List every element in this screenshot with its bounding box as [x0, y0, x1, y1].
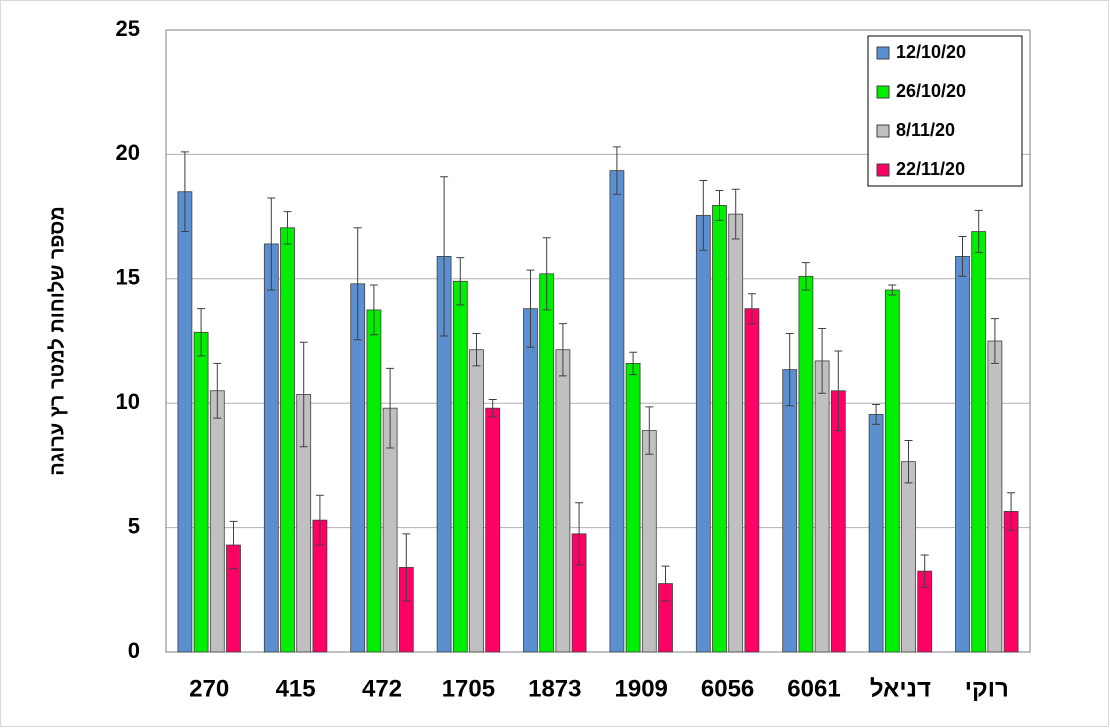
error-bar	[920, 554, 929, 588]
error-bar	[299, 341, 308, 448]
error-bar	[661, 565, 670, 602]
bar	[609, 170, 625, 653]
legend-swatch	[876, 163, 890, 177]
y-tick-label: 20	[116, 140, 140, 165]
error-bar	[180, 151, 189, 233]
error-bar	[834, 350, 843, 432]
y-tick-label: 0	[128, 638, 140, 663]
error-bar	[386, 367, 395, 449]
error-bar	[440, 176, 449, 337]
bar	[366, 309, 382, 653]
error-bar	[315, 494, 324, 546]
y-tick-label: 10	[116, 389, 140, 414]
error-bar	[990, 318, 999, 364]
error-bar	[472, 333, 481, 367]
error-bar	[645, 406, 654, 455]
x-tick-label: 415	[276, 675, 316, 702]
y-tick-label: 5	[128, 513, 140, 538]
bar	[798, 275, 814, 653]
error-bar	[699, 180, 708, 251]
error-bar	[575, 502, 584, 566]
error-bar	[369, 284, 378, 336]
legend-swatch	[876, 124, 890, 138]
error-bar	[267, 197, 276, 291]
bar	[814, 360, 830, 653]
y-tick-label: 25	[116, 16, 140, 41]
bar	[469, 349, 484, 653]
bar	[987, 340, 1003, 653]
bar	[884, 289, 900, 653]
error-bar	[456, 257, 465, 306]
error-bar	[488, 398, 497, 418]
bar	[868, 413, 884, 653]
error-bar	[353, 227, 362, 341]
bar	[263, 243, 279, 653]
legend-swatch	[876, 85, 890, 99]
bar	[971, 231, 987, 653]
error-bar	[629, 351, 638, 376]
legend-label: 8/11/20	[896, 120, 955, 140]
error-bar	[731, 188, 740, 240]
bar	[452, 280, 468, 653]
error-bar	[229, 520, 238, 570]
x-tick-label: 270	[189, 675, 229, 702]
y-tick-label: 15	[116, 265, 140, 290]
bar	[193, 331, 209, 653]
bar	[555, 349, 571, 653]
error-bar	[213, 362, 222, 419]
bar	[744, 308, 760, 653]
x-tick-label: 6056	[701, 675, 754, 702]
bar	[641, 430, 657, 653]
error-bar	[974, 209, 983, 254]
error-bar	[612, 146, 621, 195]
error-bar	[197, 308, 206, 357]
error-bar	[715, 189, 724, 221]
error-bar	[526, 269, 535, 348]
error-bar	[402, 533, 411, 602]
legend-box	[867, 35, 1023, 187]
legend-label: 22/11/20	[896, 159, 965, 179]
bar	[177, 191, 193, 653]
legend-label: 12/10/20	[896, 42, 966, 62]
bar	[280, 227, 295, 653]
x-tick-label: 1705	[442, 675, 495, 702]
x-tick-label: דניאל	[870, 675, 931, 702]
bar	[728, 213, 744, 653]
error-bar	[785, 333, 794, 407]
x-tick-label: 6061	[787, 675, 840, 702]
bar	[901, 461, 916, 653]
error-bar	[283, 211, 292, 245]
legend-swatch	[876, 46, 890, 60]
error-bar	[818, 328, 827, 394]
x-tick-label: 472	[362, 675, 402, 702]
bar	[955, 256, 970, 653]
error-bar	[747, 293, 756, 325]
bar	[712, 205, 727, 653]
bar	[1003, 511, 1019, 653]
y-axis-label: מספר שלוחות למטר רץ ערוגה	[46, 206, 68, 475]
bar	[523, 308, 538, 653]
error-bar	[958, 236, 967, 277]
error-bar	[558, 323, 567, 377]
bar	[782, 369, 798, 653]
bar	[695, 214, 711, 653]
plot-frame	[165, 29, 1031, 653]
bar	[625, 362, 641, 653]
error-bar	[542, 237, 551, 311]
x-tick-label: 1909	[615, 675, 668, 702]
error-bar	[872, 403, 881, 425]
bar	[485, 407, 501, 653]
bar	[209, 390, 225, 653]
error-bar	[801, 262, 810, 291]
x-tick-label: רוקי	[965, 675, 1009, 702]
error-bar	[904, 440, 913, 484]
x-tick-label: 1873	[528, 675, 581, 702]
error-bar	[1007, 492, 1016, 531]
error-bar	[888, 284, 897, 296]
bar	[539, 273, 555, 653]
legend-label: 26/10/20	[896, 81, 966, 101]
